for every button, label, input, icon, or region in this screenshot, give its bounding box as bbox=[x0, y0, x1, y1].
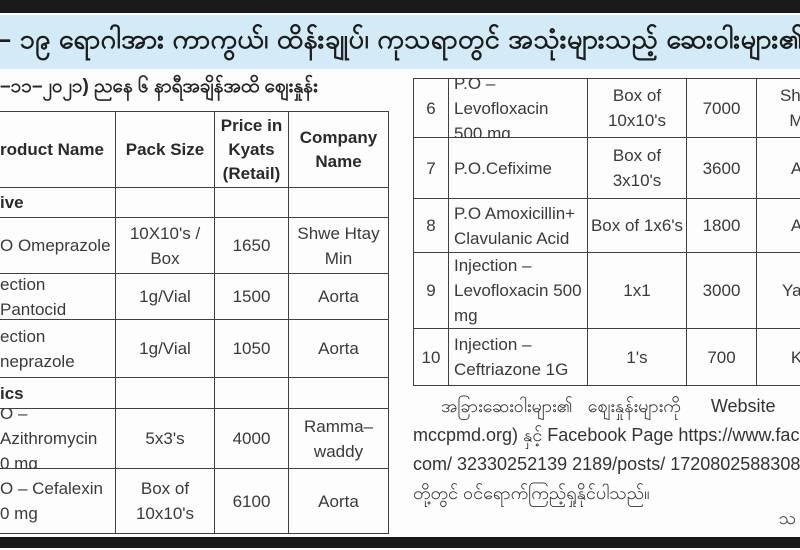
table-row: 10 Injection – Ceftriazone 1G 1's 700 K bbox=[413, 329, 800, 386]
cell-company: A bbox=[757, 138, 800, 199]
cell-price: 7000 bbox=[687, 79, 757, 138]
footer-note: အခြားဆေးဝါးများ၏ စျေးနှုန်းများကို Websi… bbox=[413, 392, 800, 508]
table-row: 9 Injection – Levofloxacin 500 mg 1x1 30… bbox=[413, 253, 800, 329]
cell-company: Aorta bbox=[289, 320, 389, 378]
cell-price: 3000 bbox=[687, 253, 757, 329]
empty-cell bbox=[215, 188, 289, 218]
table-row: O Omeprazole 10X10's / Box 1650 Shwe Hta… bbox=[0, 218, 389, 274]
cell-price: 700 bbox=[687, 329, 757, 386]
cell-company: Shw M bbox=[757, 79, 800, 138]
cell-category-label: ive bbox=[0, 188, 116, 218]
date-subtitle: –၁၁–၂၀၂၁) ညနေ ၆ နာရီအချိန်အထိ စျေးနှုန်း bbox=[0, 76, 318, 97]
footer-note-line: com/ 32330252139 2189/posts/ 17208025883… bbox=[413, 454, 800, 474]
cell-pack-size: Box of 3x10's bbox=[588, 138, 687, 199]
cell-company: Shwe Htay Min bbox=[289, 218, 389, 274]
cell-company: Aorta bbox=[289, 274, 389, 320]
cell-pack-size: Box of 10x10's bbox=[588, 79, 687, 138]
cell-product-name: P.O – Levofloxacin 500 mg bbox=[449, 79, 588, 138]
cell-price: 3600 bbox=[687, 138, 757, 199]
top-black-bar bbox=[0, 0, 800, 13]
cell-pack-size: 5x3's bbox=[116, 409, 215, 469]
cell-company: K bbox=[757, 329, 800, 386]
cell-price: 1650 bbox=[215, 218, 289, 274]
cell-product-name: ection Pantocid bbox=[0, 274, 116, 320]
cell-pack-size: 1g/Vial bbox=[116, 274, 215, 320]
table-row: O – Cefalexin 0 mg Box of 10x10's 6100 A… bbox=[0, 469, 389, 534]
table-row: 7 P.O.Cefixime Box of 3x10's 3600 A bbox=[413, 138, 800, 199]
footer-note-line: တို့တွင် ဝင်ရောက်ကြည့်ရှုနိုင်ပါသည်။ bbox=[413, 483, 650, 503]
table-row: 6 P.O – Levofloxacin 500 mg Box of 10x10… bbox=[413, 79, 800, 138]
cell-price: 1500 bbox=[215, 274, 289, 320]
cell-product-name: Injection – Levofloxacin 500 mg bbox=[449, 253, 588, 329]
cell-category-label: ics bbox=[0, 378, 116, 409]
cell-product-name: P.O.Cefixime bbox=[449, 138, 588, 199]
cell-company: A bbox=[757, 199, 800, 253]
cell-company: Ramma– waddy bbox=[289, 409, 389, 469]
cell-company: Yad bbox=[757, 253, 800, 329]
cell-product-name: ection neprazole bbox=[0, 320, 116, 378]
cell-row-number: 8 bbox=[413, 199, 449, 253]
cell-price: 1050 bbox=[215, 320, 289, 378]
cell-row-number: 7 bbox=[413, 138, 449, 199]
cell-product-name: O Omeprazole bbox=[0, 218, 116, 274]
empty-cell bbox=[116, 188, 215, 218]
cell-pack-size: 1's bbox=[588, 329, 687, 386]
cell-pack-size: Box of 10x10's bbox=[116, 469, 215, 534]
column-header-pack-size: Pack Size bbox=[116, 112, 215, 188]
right-price-table: 6 P.O – Levofloxacin 500 mg Box of 10x10… bbox=[413, 78, 800, 386]
table-row: ection Pantocid 1g/Vial 1500 Aorta bbox=[0, 274, 389, 320]
empty-cell bbox=[215, 378, 289, 409]
column-header-price: Price in Kyats (Retail) bbox=[215, 112, 289, 188]
empty-cell bbox=[289, 378, 389, 409]
headline-band: – ၁၉ ရောဂါအား ကာကွယ်၊ ထိန်းချုပ်၊ ကုသရာတ… bbox=[0, 15, 800, 69]
table-row: ection neprazole 1g/Vial 1050 Aorta bbox=[0, 320, 389, 378]
cell-row-number: 9 bbox=[413, 253, 449, 329]
cell-pack-size: 1g/Vial bbox=[116, 320, 215, 378]
cell-company: Aorta bbox=[289, 469, 389, 534]
footer-note-line: mccpmd.org) နှင့် Facebook Page https://… bbox=[413, 425, 800, 445]
table-row: O – Azithromycin 0 mg 5x3's 4000 Ramma– … bbox=[0, 409, 389, 469]
cell-pack-size: 1x1 bbox=[588, 253, 687, 329]
cell-price: 1800 bbox=[687, 199, 757, 253]
column-header-product-name: roduct Name bbox=[0, 112, 116, 188]
signature: သ bbox=[778, 508, 796, 528]
cell-product-name: O – Azithromycin 0 mg bbox=[0, 409, 116, 469]
headline-text: – ၁၉ ရောဂါအား ကာကွယ်၊ ထိန်းချုပ်၊ ကုသရာတ… bbox=[0, 24, 800, 54]
left-price-table: roduct Name Pack Size Price in Kyats (Re… bbox=[0, 111, 389, 534]
cell-price: 6100 bbox=[215, 469, 289, 534]
cell-row-number: 6 bbox=[413, 79, 449, 138]
column-header-company: Company Name bbox=[289, 112, 389, 188]
table-header-row: roduct Name Pack Size Price in Kyats (Re… bbox=[0, 112, 389, 188]
cell-price: 4000 bbox=[215, 409, 289, 469]
empty-cell bbox=[116, 378, 215, 409]
cell-product-name: P.O Amoxicillin+ Clavulanic Acid bbox=[449, 199, 588, 253]
bottom-black-bar bbox=[0, 537, 800, 548]
cell-pack-size: 10X10's / Box bbox=[116, 218, 215, 274]
cell-row-number: 10 bbox=[413, 329, 449, 386]
cell-product-name: Injection – Ceftriazone 1G bbox=[449, 329, 588, 386]
table-row: 8 P.O Amoxicillin+ Clavulanic Acid Box o… bbox=[413, 199, 800, 253]
footer-note-line: အခြားဆေးဝါးများ၏ စျေးနှုန်းများကို Websi… bbox=[441, 396, 776, 416]
category-row: ive bbox=[0, 188, 389, 218]
category-row: ics bbox=[0, 378, 389, 409]
cell-product-name: O – Cefalexin 0 mg bbox=[0, 469, 116, 534]
empty-cell bbox=[289, 188, 389, 218]
cell-pack-size: Box of 1x6's bbox=[588, 199, 687, 253]
